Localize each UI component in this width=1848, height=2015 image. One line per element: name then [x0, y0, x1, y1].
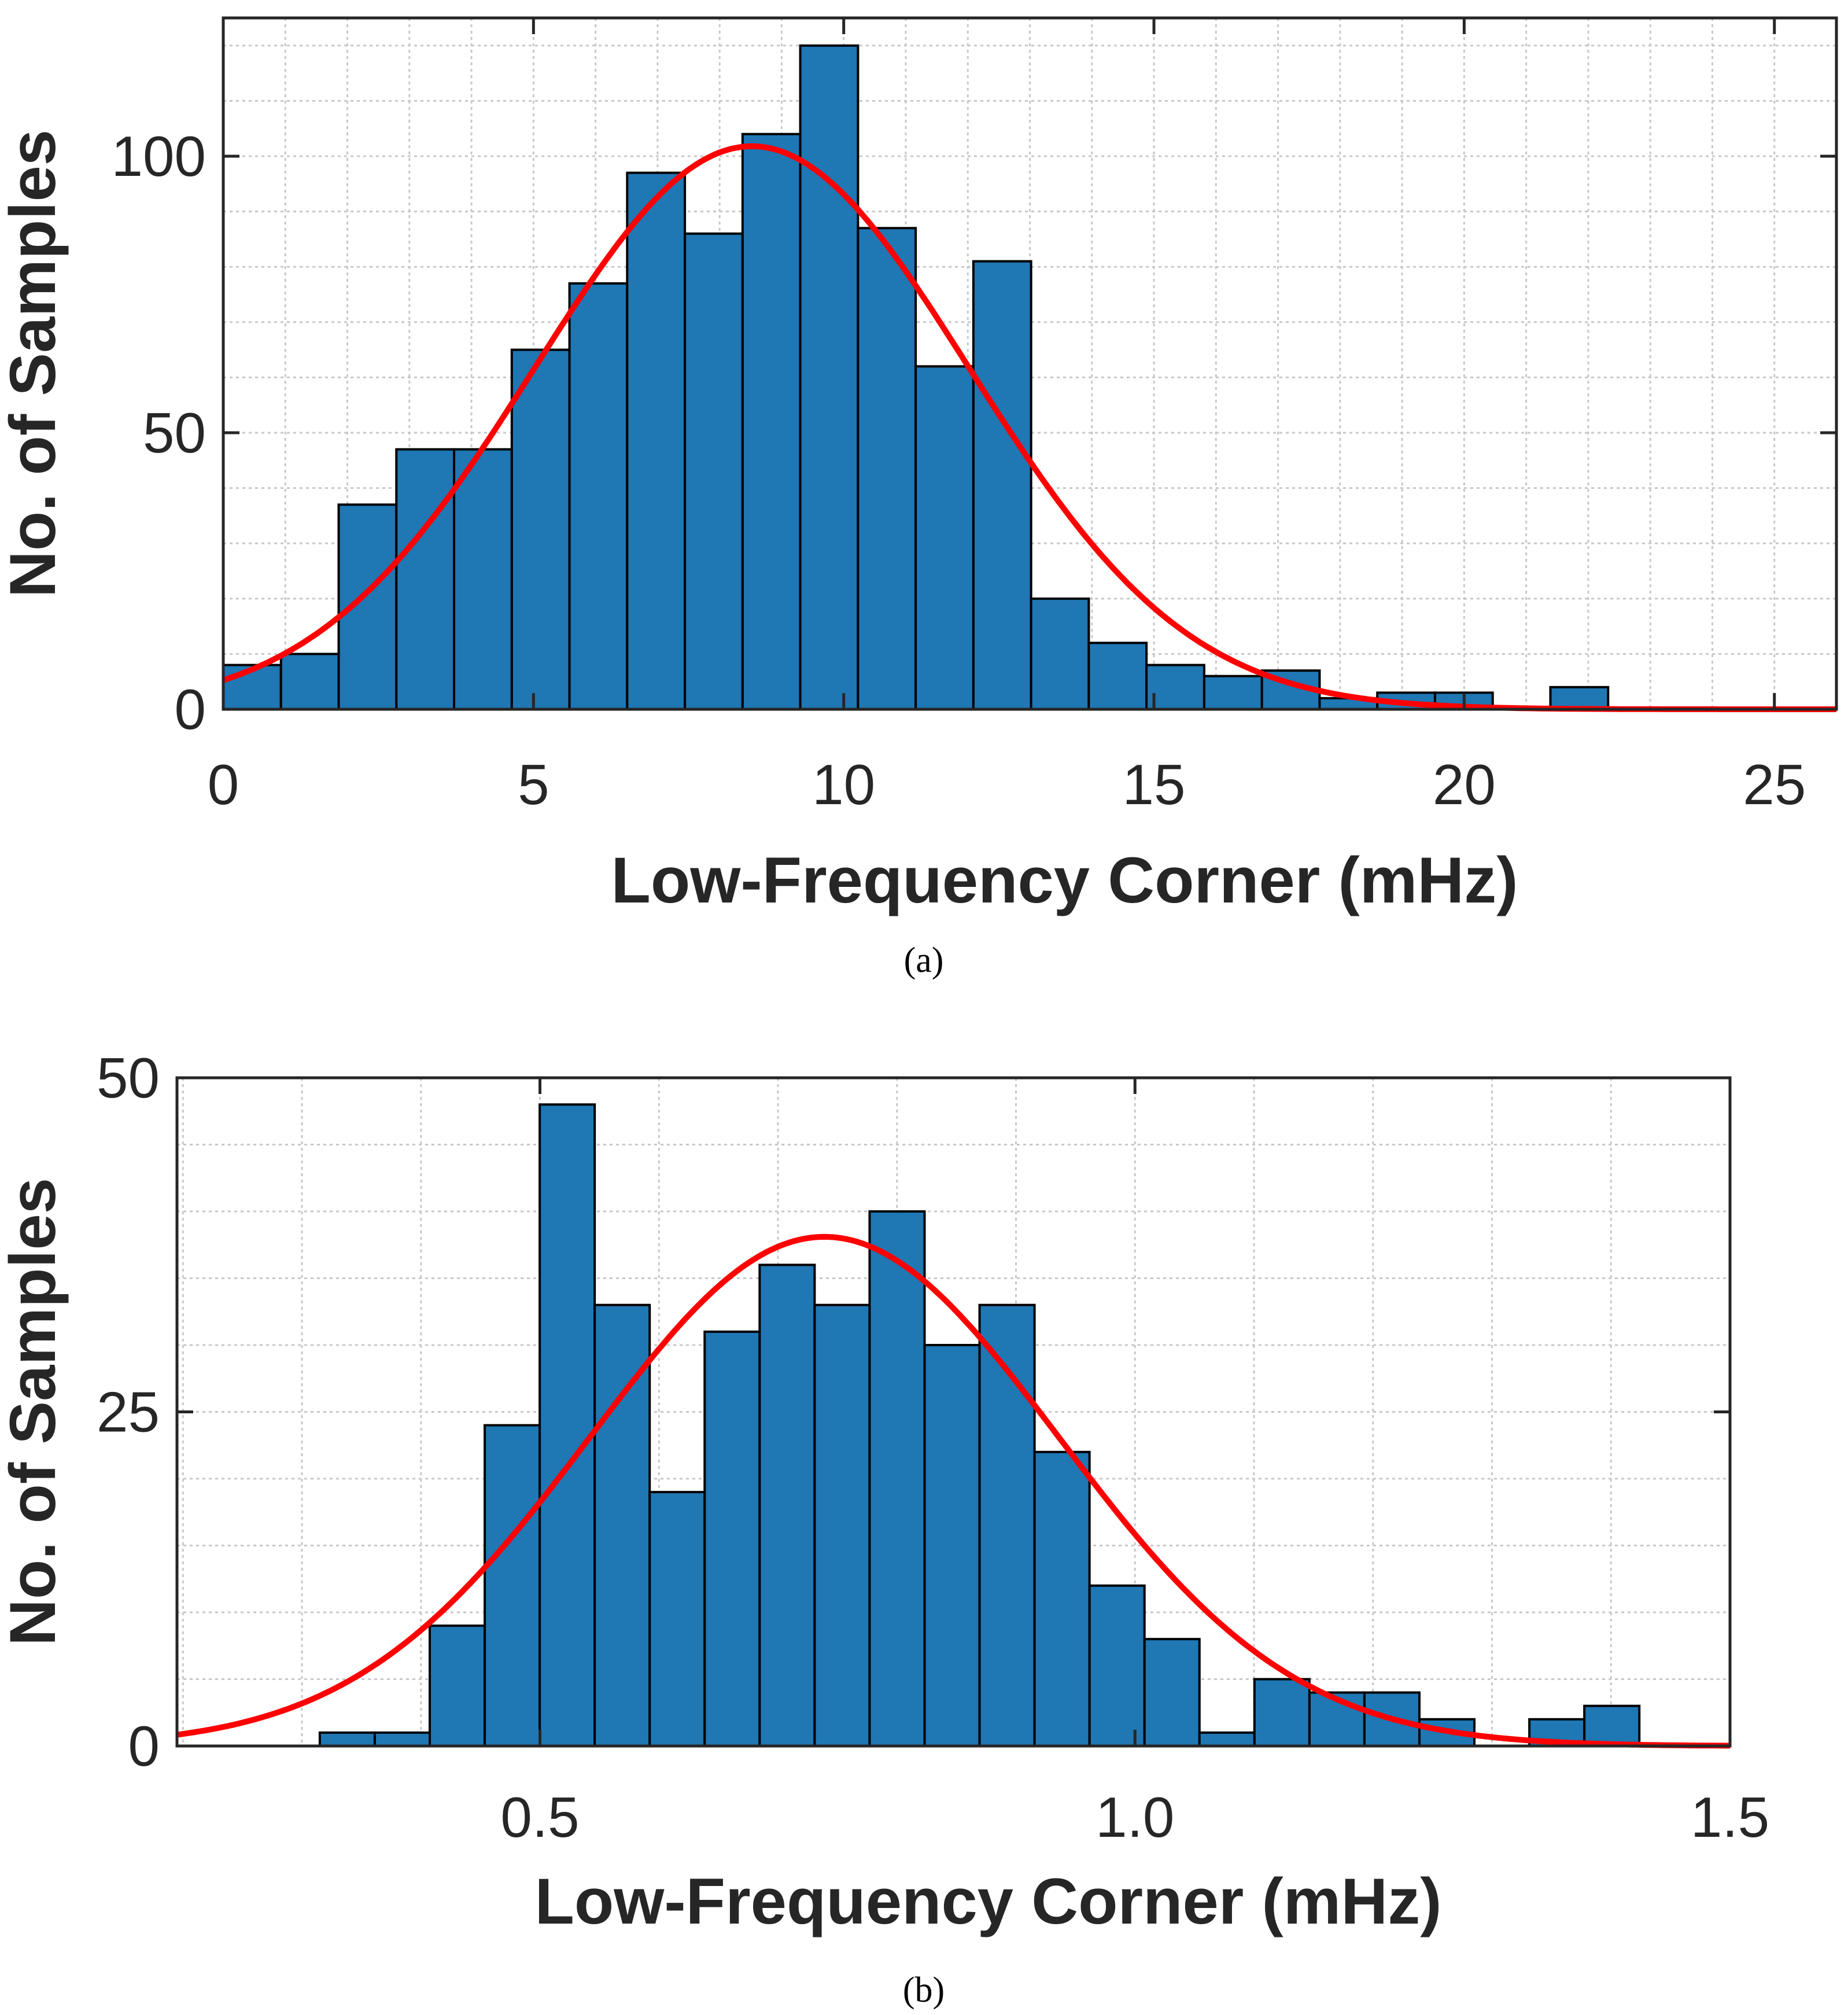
chart-b: 0.5 1.0 1.5 0 25 50 Low-Frequency Corner (mHz)… — [0, 1046, 1769, 2010]
histogram-bar — [1143, 1638, 1201, 1747]
histogram-bar — [923, 1344, 981, 1747]
x-axis-label: Low-Frequency Corner (mHz) — [534, 1865, 1441, 1937]
histogram-bar — [484, 1424, 541, 1748]
figure-caption: (a) — [904, 941, 944, 980]
y-tick-label: 50 — [143, 401, 206, 465]
histogram-bar — [1198, 1731, 1256, 1747]
histogram-bar — [868, 1210, 926, 1747]
histogram-bar — [703, 1330, 761, 1747]
histogram-bar — [914, 365, 975, 710]
histogram-bar — [741, 132, 802, 710]
histogram-bar — [813, 1303, 871, 1747]
histogram-bar — [972, 260, 1032, 710]
x-tick-label: 5 — [518, 753, 549, 816]
histogram-bar — [758, 1263, 816, 1747]
histogram-bar — [1583, 1704, 1641, 1747]
figure-caption: (b) — [903, 1970, 945, 2010]
histogram-bar — [684, 232, 744, 710]
y-tick-label: 100 — [111, 124, 206, 188]
x-tick-label: 10 — [812, 753, 875, 816]
y-axis-label: No. of Samples — [0, 1178, 69, 1646]
x-tick-label: 25 — [1743, 753, 1806, 816]
histogram-bar — [1203, 675, 1263, 711]
histogram-bar — [1088, 1584, 1146, 1748]
x-tick-label: 1.5 — [1691, 1785, 1769, 1849]
histogram-bar — [1033, 1450, 1091, 1748]
histogram-bar — [453, 448, 513, 710]
histogram-bar — [1087, 642, 1148, 711]
x-tick-label: 0.5 — [500, 1785, 579, 1849]
x-tick-label: 15 — [1123, 753, 1186, 816]
histogram-bar — [318, 1731, 376, 1747]
y-tick-label: 25 — [97, 1380, 160, 1444]
y-axis-label: No. of Samples — [0, 130, 69, 598]
x-tick-label: 20 — [1433, 753, 1496, 816]
x-axis-label: Low-Frequency Corner (mHz) — [611, 844, 1518, 916]
histogram-bar — [510, 348, 571, 710]
histogram-bar — [857, 227, 917, 710]
histogram-bar — [1030, 597, 1090, 711]
histogram-bar — [429, 1624, 486, 1748]
histogram-bar — [395, 448, 456, 710]
histogram-bar — [538, 1103, 596, 1747]
histogram-bar — [373, 1731, 431, 1747]
histogram-bar — [279, 653, 340, 711]
y-tick-label: 50 — [97, 1046, 160, 1110]
y-tick-label: 0 — [174, 677, 206, 741]
histogram-bar — [626, 171, 687, 710]
histogram-bar — [1253, 1678, 1311, 1747]
y-tick-label: 0 — [128, 1714, 160, 1778]
histogram-bar — [799, 44, 860, 710]
x-tick-label: 0 — [208, 753, 239, 816]
normal-fit-curve — [176, 1233, 1730, 1749]
chart-a: 0 5 10 15 20 25 0 50 100 Low-Frequency Corner (mH… — [0, 16, 1838, 980]
x-tick-label: 1.0 — [1095, 1785, 1174, 1849]
histogram-bar — [568, 282, 629, 710]
histogram-bar — [648, 1491, 706, 1748]
axes-box — [222, 16, 1838, 711]
